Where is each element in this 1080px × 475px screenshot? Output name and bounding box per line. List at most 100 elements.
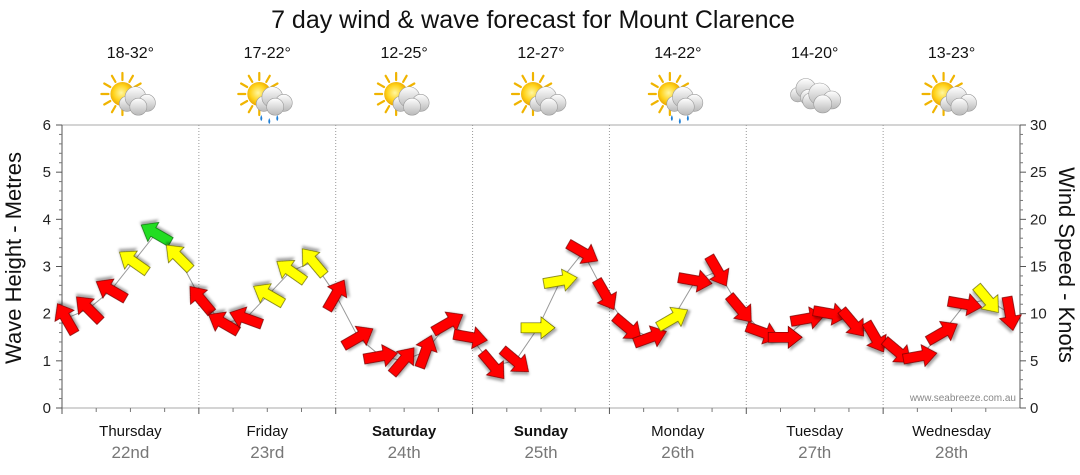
day-name-label: Sunday (514, 423, 569, 440)
raindrop (686, 115, 689, 121)
cloud-shape (529, 86, 567, 116)
raindrop (678, 118, 681, 124)
wind-arrow (542, 268, 578, 292)
right-axis-title: Wind Speed - Knots (1054, 167, 1079, 363)
wind-arrow (253, 283, 287, 309)
wind-arrow (362, 344, 398, 368)
wind-arrow (340, 325, 374, 351)
partly-cloudy-icon (510, 71, 567, 117)
left-axis: 0 1 2 3 4 5 6 (43, 117, 63, 417)
cloud-shape (940, 86, 977, 116)
wind-arrow (520, 316, 556, 340)
wind-arrow (655, 306, 689, 332)
left-tick-label: 4 (43, 211, 51, 228)
wind-arrow (592, 277, 617, 311)
raindrop (276, 115, 279, 121)
wind-arrow (276, 260, 309, 286)
wind-arrow (477, 348, 505, 380)
wind-arrow (95, 278, 129, 304)
wind-arrow (812, 302, 848, 326)
left-tick-label: 5 (43, 164, 51, 181)
right-tick-label: 15 (1030, 259, 1047, 276)
wind-arrow (611, 312, 642, 340)
wind-arrow (924, 321, 958, 346)
cloud-shape (119, 86, 156, 116)
temperature-range: 14-20° (791, 45, 838, 62)
temperature-range: 18-32° (107, 45, 154, 62)
wind-arrow (119, 250, 151, 277)
wind-arrow (414, 334, 438, 370)
temperature-range: 12-25° (380, 45, 427, 62)
day-date-label: 22nd (112, 443, 150, 462)
left-tick-label: 6 (43, 117, 51, 134)
left-tick-label: 2 (43, 306, 51, 323)
cloud-shape (802, 82, 842, 114)
right-tick-label: 0 (1030, 400, 1038, 417)
wind-arrow (76, 296, 105, 325)
chart-title: 7 day wind & wave forecast for Mount Cla… (271, 6, 795, 34)
cloud-shape (666, 86, 704, 116)
raindrop (670, 115, 673, 121)
day-date-label: 25th (524, 443, 557, 462)
day-date-label: 27th (798, 443, 831, 462)
temperature-range: 12-27° (517, 45, 564, 62)
day-name-label: Friday (246, 423, 288, 440)
weather-row: 18-32° 17-22° 12-25° 12-27° 14-22° 14-20° 13-2… (100, 45, 977, 124)
right-tick-label: 20 (1030, 211, 1047, 228)
wind-arrow (972, 282, 999, 313)
day-name-label: Monday (651, 423, 705, 440)
day-name-label: Thursday (99, 423, 162, 440)
left-axis-title: Wave Height - Metres (1, 152, 26, 364)
right-tick-label: 10 (1030, 306, 1047, 323)
wind-arrows (54, 222, 1023, 380)
right-tick-label: 5 (1030, 353, 1038, 370)
wind-arrow (430, 311, 464, 337)
wind-arrow (452, 326, 488, 350)
wind-arrow (861, 319, 887, 353)
wind-arrow (902, 344, 938, 368)
wind-arrow (677, 269, 713, 293)
day-name-label: Saturday (372, 423, 437, 440)
temperature-range: 13-23° (928, 45, 975, 62)
raindrop (268, 118, 271, 124)
wind-arrow (301, 248, 329, 279)
wind-arrow (387, 347, 415, 378)
plot-area-border (61, 124, 1021, 409)
wind-arrow (498, 345, 529, 373)
left-tick-label: 0 (43, 400, 51, 417)
left-tick-label: 3 (43, 259, 51, 276)
wind-arrow (767, 325, 803, 350)
wind-arrow (998, 295, 1023, 331)
plot-frame (61, 124, 1021, 409)
wind-arrow (565, 239, 599, 264)
shower-icon (237, 71, 293, 124)
wind-arrow (704, 253, 730, 287)
partly-cloudy-icon (921, 71, 977, 117)
day-name-label: Tuesday (786, 423, 843, 440)
cloud-shape (392, 86, 430, 116)
day-date-label: 23rd (250, 443, 284, 462)
day-date-label: 24th (388, 443, 421, 462)
wind-arrow (54, 303, 80, 337)
grid (198, 125, 884, 408)
left-tick-label: 1 (43, 353, 51, 370)
wind-arrow (946, 293, 983, 317)
right-axis: 0 5 10 15 20 25 30 (1019, 117, 1047, 417)
day-date-label: 28th (935, 443, 968, 462)
wind-arrow (725, 292, 752, 323)
partly-cloudy-icon (374, 71, 430, 117)
wind-arrow (837, 306, 864, 337)
wind-arrow (189, 286, 217, 317)
temperature-range: 17-22° (244, 45, 291, 62)
temperature-range: 14-22° (654, 45, 701, 62)
wind-arrow (322, 279, 348, 313)
right-tick-label: 25 (1030, 164, 1047, 181)
cloud-shape (255, 86, 293, 116)
shower-icon (647, 71, 704, 124)
wind-arrow (632, 325, 667, 349)
cloudy-icon (790, 78, 842, 114)
right-tick-label: 30 (1030, 117, 1047, 134)
day-name-label: Wednesday (912, 423, 991, 440)
day-date-label: 26th (661, 443, 694, 462)
